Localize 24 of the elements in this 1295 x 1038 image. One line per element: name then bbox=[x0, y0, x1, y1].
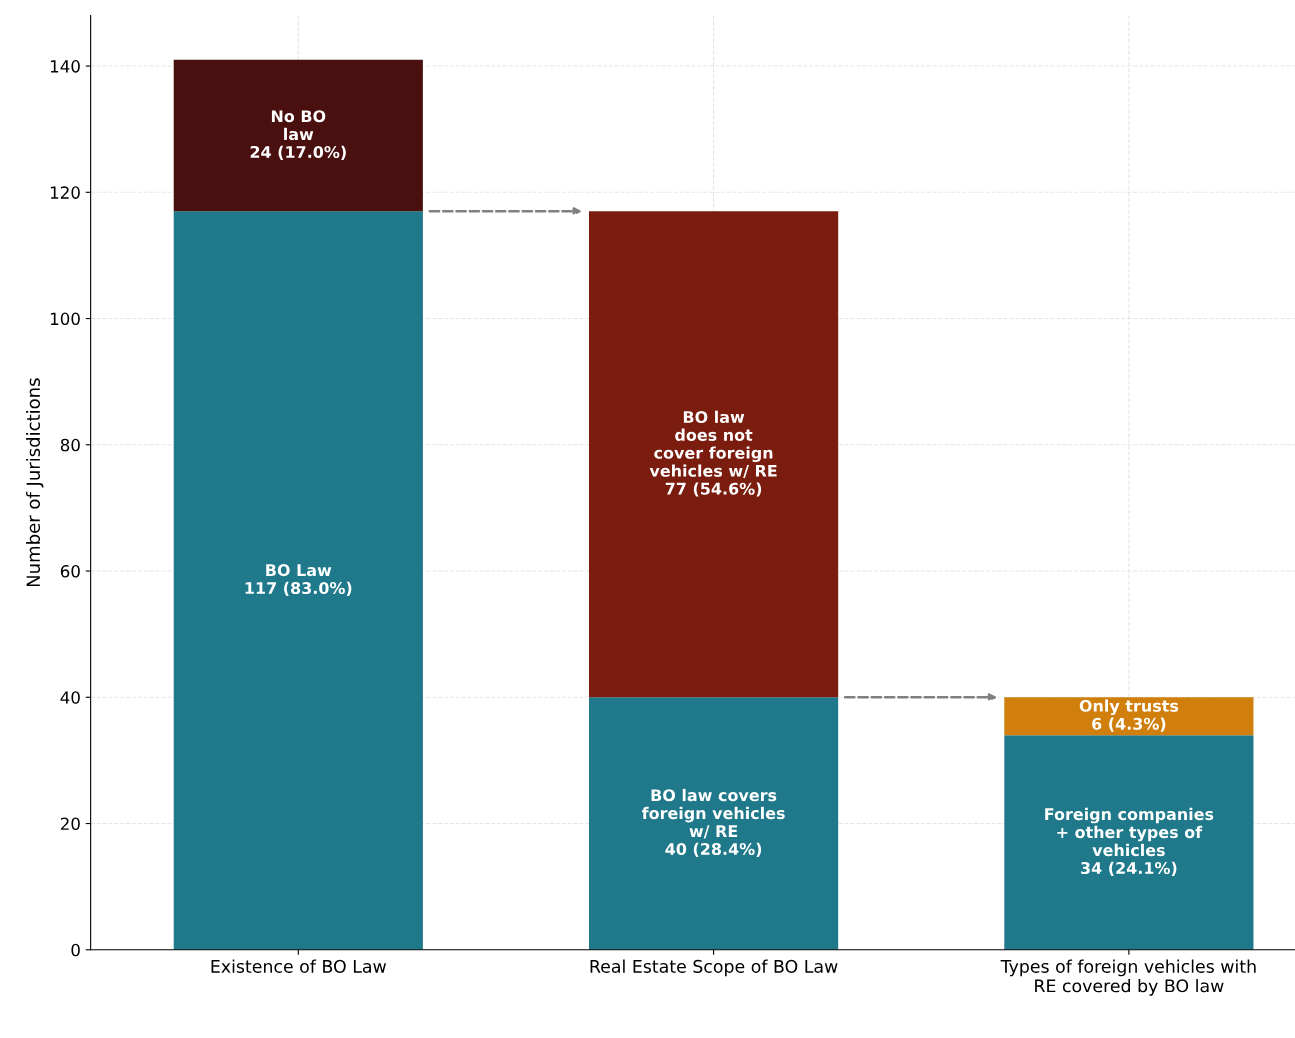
data-label: BO Law 117 (83.0%) bbox=[245, 564, 352, 596]
x-tick-label: Existence of BO Law bbox=[211, 959, 387, 973]
x-tick-label: Real Estate Scope of BO Law bbox=[590, 959, 838, 977]
bar bbox=[1004, 735, 1254, 950]
y-axis-title: Number of Jurisdictions bbox=[26, 378, 44, 587]
y-tick-label: 0 bbox=[71, 943, 80, 957]
data-label: No BO law 24 (17.0%) bbox=[250, 110, 346, 160]
data-label: Foreign companies + other types of vehicles 34 (24.1%) bbox=[1045, 807, 1214, 876]
bar bbox=[589, 211, 839, 698]
y-tick-label: 60 bbox=[60, 565, 80, 578]
bar bbox=[589, 697, 839, 950]
y-tick-label: 80 bbox=[60, 438, 80, 452]
data-label: Only trusts 6 (4.3%) bbox=[1079, 699, 1179, 732]
data-label: BO law covers foreign vehicles w/ RE 40 (28.4%) bbox=[641, 788, 785, 857]
bar bbox=[1004, 697, 1254, 736]
bar bbox=[173, 211, 423, 950]
x-tick-label: Types of foreign vehicles with RE covered by BO law bbox=[1000, 959, 1256, 996]
data-label: BO law does not cover foreign vehicles w/ RE 77 (54.6%) bbox=[649, 410, 777, 497]
y-tick-label: 140 bbox=[50, 60, 80, 73]
bar bbox=[173, 59, 423, 212]
y-tick-label: 100 bbox=[50, 312, 80, 326]
y-tick-label: 40 bbox=[60, 691, 80, 704]
y-tick-label: 120 bbox=[50, 186, 80, 199]
y-tick-label: 20 bbox=[60, 817, 80, 831]
